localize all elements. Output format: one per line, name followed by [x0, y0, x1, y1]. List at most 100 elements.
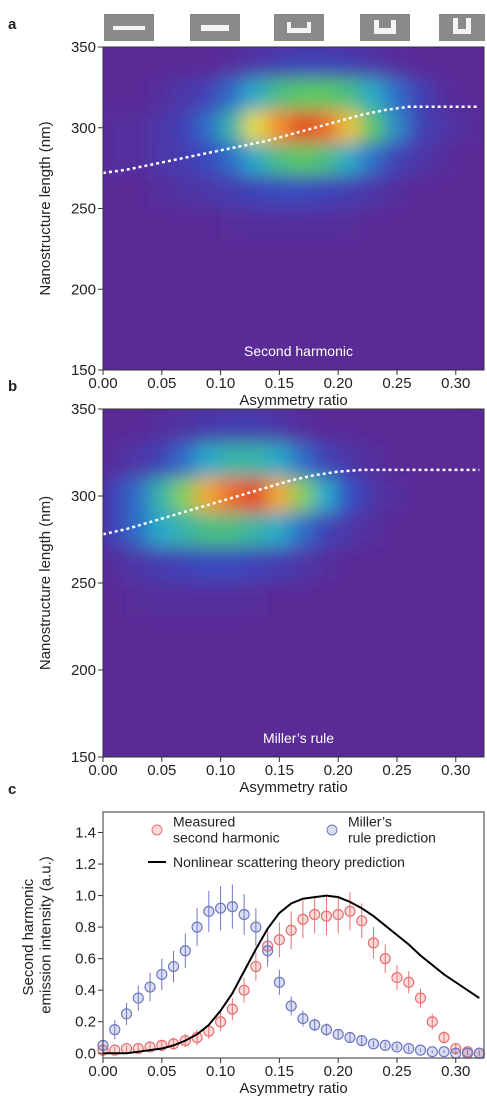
- heatmap-cell: [407, 207, 434, 242]
- heatmap-cell: [266, 512, 293, 550]
- heatmap-cell: [360, 512, 387, 550]
- y-tick-label: 300: [71, 488, 96, 505]
- heatmap-cell: [313, 547, 340, 584]
- x-tick-label: 0.05: [147, 1063, 176, 1080]
- heatmap-cell: [243, 442, 269, 480]
- marker: [414, 992, 427, 1004]
- heatmap-cell: [196, 512, 222, 550]
- x-axis-title: Asymmetry ratio: [239, 392, 347, 409]
- heatmap-cell: [290, 47, 316, 81]
- heatmap-cell: [219, 477, 246, 515]
- heatmap-cell: [431, 142, 457, 178]
- heatmap-cell: [407, 547, 434, 584]
- heatmap-cell: [243, 78, 269, 113]
- marker: [309, 908, 321, 921]
- marker: [309, 1019, 321, 1031]
- marker: [226, 1003, 238, 1015]
- heatmap-cell: [219, 651, 246, 689]
- heatmap-cell: [196, 336, 222, 370]
- heatmap-cell: [384, 272, 410, 307]
- heatmap-cell: [125, 686, 152, 724]
- heatmap-cell: [196, 616, 222, 654]
- heatmap-cell: [125, 477, 152, 515]
- heatmap-cell: [219, 142, 246, 178]
- heatmap-cell: [337, 686, 363, 724]
- heatmap-cell: [172, 512, 199, 550]
- heatmap-cell: [384, 110, 410, 145]
- marker: [120, 1008, 133, 1020]
- heatmap-cell: [384, 616, 410, 654]
- marker: [250, 921, 262, 933]
- heatmap-cell: [243, 477, 269, 515]
- marker: [379, 1039, 391, 1051]
- marker: [285, 1000, 297, 1012]
- heatmap-cell: [407, 47, 434, 81]
- heatmap-cell: [407, 336, 434, 370]
- heatmap-cell: [196, 442, 222, 480]
- heatmap-cell: [337, 175, 363, 210]
- heatmap-cell: [360, 582, 387, 619]
- heatmap-cell: [243, 582, 269, 619]
- heatmap-cell: [149, 110, 175, 145]
- heatmap-cell: [196, 651, 222, 689]
- heatmap-cell: [360, 47, 387, 81]
- heatmap-cell: [337, 721, 363, 757]
- heatmap-cell: [384, 207, 410, 242]
- heatmap-cell: [337, 47, 363, 81]
- heatmap-cell: [196, 272, 222, 307]
- heatmap-cell: [384, 336, 410, 370]
- trend-line: [103, 105, 480, 175]
- x-tick-label: 0.30: [441, 375, 470, 392]
- panel-label: a: [8, 16, 17, 33]
- y-tick-label: 0.6: [75, 951, 96, 968]
- marker: [156, 968, 168, 981]
- heatmap-cell: [125, 409, 152, 445]
- heatmap-cell: [313, 239, 340, 275]
- heatmap-cell: [313, 175, 340, 210]
- heatmap-cell: [454, 512, 481, 550]
- heatmap-cell: [290, 721, 316, 757]
- heatmap-cell: [196, 477, 222, 515]
- heatmap-cell: [337, 239, 363, 275]
- heatmap-cell: [219, 304, 246, 339]
- heatmap-cell: [407, 477, 434, 515]
- x-tick-label: 0.05: [147, 762, 176, 779]
- panel-label: b: [8, 378, 17, 395]
- heatmap-cell: [431, 442, 457, 480]
- heatmap-cell: [313, 651, 340, 689]
- heatmap-cell: [125, 110, 152, 145]
- heatmap-cell: [243, 175, 269, 210]
- marker: [262, 945, 274, 957]
- heatmap-cell: [219, 686, 246, 724]
- heatmap-cell: [125, 142, 152, 178]
- heatmap-cell: [149, 477, 175, 515]
- heatmap-cell: [219, 175, 246, 210]
- heatmap-cell: [266, 304, 293, 339]
- marker: [414, 1044, 427, 1056]
- heatmap-cell: [360, 142, 387, 178]
- heatmap-cell: [290, 78, 316, 113]
- heatmap-cell: [103, 78, 128, 113]
- heatmap-cell: [103, 547, 128, 584]
- heatmap-cell: [243, 336, 269, 370]
- heatmap-cell: [337, 651, 363, 689]
- heatmap-cell: [454, 409, 481, 445]
- heatmap-cell: [172, 78, 199, 113]
- heatmap-cell: [266, 442, 293, 480]
- marker: [297, 1012, 309, 1025]
- heatmap-cell: [290, 651, 316, 689]
- heatmap-cell: [219, 616, 246, 654]
- heatmap-cell: [149, 47, 175, 81]
- heatmap-cell: [266, 336, 293, 370]
- heatmap-cell: [219, 207, 246, 242]
- y-tick-label: 0.0: [75, 1045, 96, 1062]
- heatmap-cell: [290, 175, 316, 210]
- y-tick-label: 250: [71, 575, 96, 592]
- heatmap-cell: [103, 272, 128, 307]
- heatmap-cell: [384, 651, 410, 689]
- y-axis-title: Nanostructure length (nm): [37, 496, 54, 670]
- heatmap-cell: [103, 304, 128, 339]
- heatmap: [103, 47, 481, 370]
- heatmap-cell: [337, 304, 363, 339]
